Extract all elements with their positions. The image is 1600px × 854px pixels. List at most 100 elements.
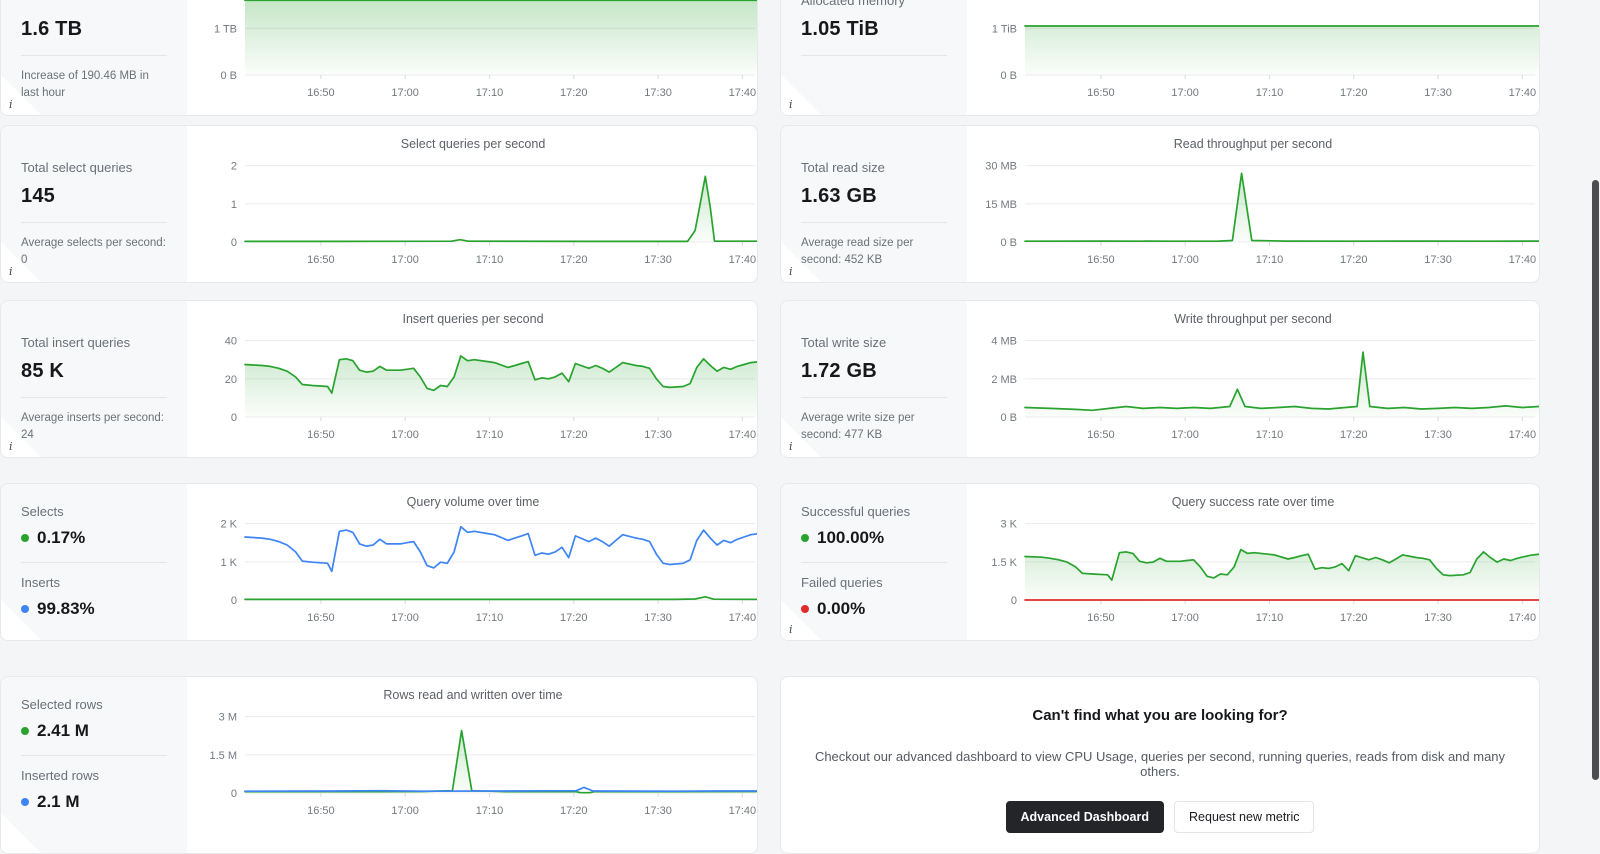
- divider: [801, 222, 947, 223]
- stat-label: Inserted rows: [21, 768, 100, 783]
- vertical-scrollbar[interactable]: [1592, 180, 1599, 780]
- svg-text:0: 0: [1011, 595, 1017, 607]
- stat-panel: Successful queries 100.00% Failed querie…: [781, 484, 967, 640]
- divider: [21, 755, 167, 756]
- svg-text:17:30: 17:30: [644, 254, 672, 266]
- stat-note: Average read size per second: 452 KB: [801, 237, 914, 267]
- stat-value-text: 2.1 M: [37, 792, 80, 811]
- svg-text:17:00: 17:00: [391, 805, 419, 817]
- corner-fold: [1, 417, 41, 457]
- stat-value-text: 0.00%: [817, 599, 866, 618]
- svg-text:16:50: 16:50: [307, 805, 335, 817]
- svg-text:17:10: 17:10: [476, 429, 504, 441]
- svg-text:0: 0: [231, 788, 237, 800]
- svg-text:17:30: 17:30: [644, 87, 672, 99]
- svg-text:17:00: 17:00: [391, 254, 419, 266]
- read-throughput-chart: 30 MB 15 MB 0 B 16:50 17:00 17:10 17:20 17:30 17…: [967, 126, 1539, 282]
- svg-text:3 K: 3 K: [1000, 519, 1017, 531]
- memory-usage-chart: 1 TB 0 B 16:50 17:00 17:10 17:20 17:30 17:40: [187, 0, 757, 115]
- query-success-card: Successful queries 100.00% Failed querie…: [780, 483, 1540, 641]
- svg-text:17:30: 17:30: [1424, 612, 1452, 624]
- info-icon[interactable]: i: [9, 440, 13, 453]
- svg-text:17:10: 17:10: [476, 805, 504, 817]
- info-icon[interactable]: i: [9, 98, 13, 111]
- svg-text:0 B: 0 B: [220, 70, 237, 82]
- svg-text:Query volume over time: Query volume over time: [407, 495, 540, 509]
- info-icon[interactable]: i: [789, 98, 793, 111]
- stat-value: 0.17%: [21, 528, 167, 548]
- svg-text:17:40: 17:40: [1509, 429, 1537, 441]
- corner-fold: [1, 242, 41, 282]
- svg-text:17:10: 17:10: [1256, 612, 1284, 624]
- cta-card: Can't find what you are looking for? Che…: [780, 676, 1540, 854]
- rows-read-written-chart: 3 M 1.5 M 0 16:50 17:00 17:10 17:20 17:30 17:40 R…: [187, 677, 757, 853]
- info-icon[interactable]: i: [789, 623, 793, 636]
- stat-value: 100.00%: [801, 528, 947, 548]
- svg-text:17:20: 17:20: [1340, 612, 1368, 624]
- stat-label: Inserts: [21, 575, 61, 590]
- svg-text:15 MB: 15 MB: [985, 199, 1017, 211]
- svg-text:17:10: 17:10: [476, 254, 504, 266]
- stat-note: Average selects per second: 0: [21, 237, 166, 267]
- stat-value: 1.6 TB: [21, 18, 83, 40]
- stat-label: Successful queries: [801, 504, 911, 519]
- svg-text:17:10: 17:10: [1256, 429, 1284, 441]
- svg-text:16:50: 16:50: [1087, 612, 1115, 624]
- svg-text:30 MB: 30 MB: [985, 161, 1017, 173]
- svg-text:17:20: 17:20: [1340, 254, 1368, 266]
- stat-panel: Total read size 1.63 GB Average read siz…: [781, 126, 967, 282]
- svg-text:1: 1: [231, 199, 237, 211]
- info-icon[interactable]: i: [789, 265, 793, 278]
- stat-label: [21, 0, 167, 9]
- svg-text:17:10: 17:10: [1256, 87, 1284, 99]
- stat-value: 1.63 GB: [801, 185, 877, 207]
- info-icon[interactable]: i: [789, 440, 793, 453]
- stat-note: Increase of 190.46 MB in last hour: [21, 70, 149, 100]
- memory-usage-card: 1.6 TB Increase of 190.46 MB in last hou…: [0, 0, 758, 116]
- stat-panel: Allocated memory 1.05 TiB i: [781, 0, 967, 115]
- stat-value: 145: [21, 185, 55, 207]
- request-new-metric-button[interactable]: Request new metric: [1174, 801, 1315, 833]
- svg-text:40: 40: [225, 336, 237, 348]
- stat-value-text: 2.41 M: [37, 721, 89, 740]
- stat-note: Average write size per second: 477 KB: [801, 412, 915, 442]
- divider: [21, 397, 167, 398]
- advanced-dashboard-button[interactable]: Advanced Dashboard: [1005, 801, 1165, 833]
- svg-text:17:40: 17:40: [729, 612, 757, 624]
- svg-text:20: 20: [225, 374, 237, 386]
- svg-text:17:00: 17:00: [1171, 254, 1199, 266]
- svg-text:3 M: 3 M: [219, 712, 237, 724]
- allocated-memory-chart: 1 TiB 0 B 16:50 17:00 17:10 17:20 17:30 17:40: [967, 0, 1539, 115]
- svg-text:17:00: 17:00: [391, 612, 419, 624]
- svg-text:Select queries per second: Select queries per second: [401, 137, 546, 151]
- svg-text:17:40: 17:40: [729, 254, 757, 266]
- svg-text:0: 0: [231, 237, 237, 249]
- svg-text:17:30: 17:30: [1424, 87, 1452, 99]
- stat-panel: Total insert queries 85 K Average insert…: [1, 301, 187, 457]
- svg-text:Insert queries per second: Insert queries per second: [402, 312, 543, 326]
- divider: [21, 222, 167, 223]
- select-qps-chart: 2 1 0 16:50 17:00 17:10 17:20 17:30 17:40 Select …: [187, 126, 757, 282]
- divider: [801, 562, 947, 563]
- insert-qps-chart: 40 20 0 16:50 17:00 17:10 17:20 17:30 17:40 Inser…: [187, 301, 757, 457]
- svg-text:17:30: 17:30: [644, 805, 672, 817]
- svg-text:17:20: 17:20: [560, 805, 588, 817]
- svg-text:17:20: 17:20: [560, 612, 588, 624]
- cta-body: Checkout our advanced dashboard to view …: [814, 749, 1506, 779]
- svg-text:2 K: 2 K: [220, 519, 237, 531]
- corner-fold: [781, 417, 821, 457]
- svg-text:Rows read and written over tim: Rows read and written over time: [383, 688, 562, 702]
- svg-text:Write throughput per second: Write throughput per second: [1174, 312, 1332, 326]
- write-size-card: Total write size 1.72 GB Average write s…: [780, 300, 1540, 458]
- svg-text:2: 2: [231, 161, 237, 173]
- svg-text:17:40: 17:40: [729, 87, 757, 99]
- info-icon[interactable]: i: [9, 265, 13, 278]
- rows-card: Selected rows 2.41 M Inserted rows 2.1 M…: [0, 676, 758, 854]
- svg-text:17:00: 17:00: [391, 429, 419, 441]
- svg-text:17:10: 17:10: [476, 87, 504, 99]
- divider: [801, 397, 947, 398]
- stat-value: 0.00%: [801, 599, 947, 619]
- svg-text:16:50: 16:50: [1087, 87, 1115, 99]
- svg-text:16:50: 16:50: [307, 429, 335, 441]
- stat-value: 99.83%: [21, 599, 167, 619]
